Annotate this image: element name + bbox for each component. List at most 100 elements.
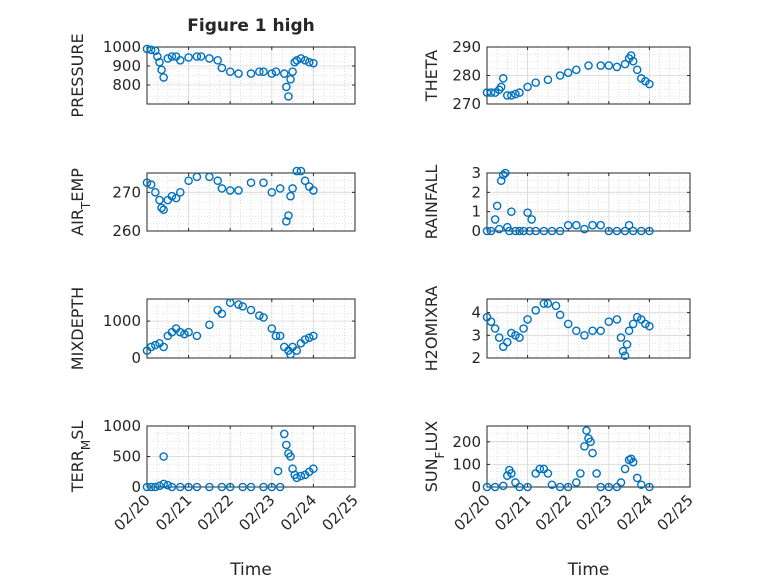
data-point [490, 482, 500, 492]
data-point [502, 91, 512, 100]
data-point [498, 481, 508, 491]
data-point [296, 471, 306, 481]
data-point [155, 195, 164, 205]
y-axis-label: RAINFALL [422, 165, 441, 240]
data-point [582, 426, 591, 435]
data-point [525, 226, 534, 236]
data-point [286, 452, 295, 461]
data-point [636, 226, 646, 236]
data-point [288, 184, 297, 193]
data-point [626, 51, 636, 60]
data-point [596, 61, 605, 70]
data-point [157, 203, 166, 213]
data-point [282, 440, 291, 450]
data-point [192, 172, 202, 182]
data-point [592, 469, 601, 478]
data-point [279, 429, 289, 439]
data-point [288, 67, 297, 76]
data-point [163, 54, 173, 63]
data-point [494, 224, 504, 234]
data-point [551, 301, 561, 311]
data-point [205, 482, 214, 492]
data-point [580, 331, 589, 340]
data-point [586, 437, 595, 447]
y-tick-label: 290 [452, 38, 481, 56]
y-tick-label: 200 [452, 433, 481, 451]
data-point [539, 226, 549, 236]
data-point [275, 331, 285, 341]
data-point [515, 88, 524, 97]
y-axis-label: AIRTEMP [68, 168, 93, 236]
y-axis-label: THETA [422, 50, 441, 102]
subplot-4: 01 23 RAINFALL [422, 164, 691, 240]
y-tick-label: 0 [471, 478, 481, 496]
data-point [572, 326, 581, 336]
data-point [284, 211, 293, 220]
data-point [159, 452, 168, 461]
data-point [213, 176, 223, 186]
data-point [275, 184, 285, 193]
y-tick-label: 1000 [103, 417, 141, 435]
data-point [496, 176, 506, 186]
data-point [531, 78, 541, 87]
data-point [500, 168, 510, 178]
data-point [255, 311, 264, 320]
data-point [286, 191, 295, 201]
data-point [271, 67, 281, 76]
data-point [167, 191, 177, 201]
x-axis-label: Time [567, 560, 610, 580]
data-point [238, 482, 247, 492]
data-point [146, 180, 156, 189]
data-point [507, 207, 516, 216]
data-point [482, 88, 492, 97]
data-point [184, 53, 193, 62]
data-point [217, 309, 227, 319]
data-point [620, 464, 630, 474]
y-tick-label: 0 [131, 349, 141, 367]
data-point [515, 333, 524, 342]
data-point [171, 193, 181, 203]
data-point [543, 299, 553, 308]
data-point [572, 65, 581, 75]
data-point [511, 226, 520, 236]
data-point [563, 68, 573, 77]
data-point [217, 184, 227, 193]
data-point [588, 220, 597, 230]
data-point [246, 305, 256, 315]
data-point [490, 215, 500, 224]
data-point [511, 89, 520, 99]
data-point [192, 482, 202, 492]
y-tick-label: 3 [471, 326, 481, 344]
data-point [167, 52, 177, 61]
data-point [175, 327, 185, 337]
data-point [246, 69, 256, 78]
data-point [153, 52, 162, 61]
data-point [246, 482, 256, 492]
data-point [282, 82, 291, 92]
data-point [563, 319, 573, 329]
data-point [527, 215, 536, 224]
subplot-3: 260 270 AIRTEMP [68, 166, 356, 240]
data-point [482, 226, 492, 236]
data-point [572, 478, 581, 487]
data-point [624, 220, 634, 230]
data-point [555, 71, 565, 80]
data-point [184, 482, 193, 492]
data-point [588, 326, 597, 336]
y-tick-label: 500 [112, 448, 141, 466]
data-point [290, 57, 299, 67]
data-point [628, 226, 638, 236]
axes-frame [146, 172, 356, 232]
data-point [616, 478, 626, 487]
data-point [604, 61, 614, 70]
data-point [612, 315, 622, 324]
data-point [604, 226, 614, 236]
data-point [279, 69, 289, 78]
data-point [175, 188, 185, 197]
data-point [225, 186, 235, 195]
data-point [225, 298, 235, 307]
data-point [157, 65, 166, 75]
data-point [515, 482, 524, 492]
